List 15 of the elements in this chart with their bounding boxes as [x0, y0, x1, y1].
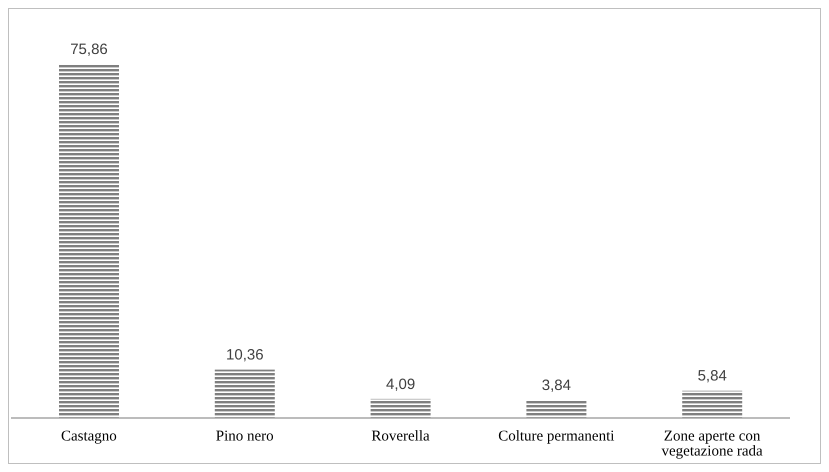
bar	[59, 64, 119, 418]
data-label: 4,09	[386, 376, 416, 393]
x-tick-label: Colture permanenti	[498, 428, 614, 445]
bar	[682, 390, 742, 418]
data-label: 75,86	[70, 41, 108, 58]
x-tick-label: Pino nero	[216, 428, 274, 445]
data-label: 5,84	[698, 368, 727, 385]
bar	[526, 400, 586, 418]
x-tick-label: Roverella	[371, 428, 430, 445]
data-label: 3,84	[542, 377, 571, 394]
data-label: 10,36	[226, 346, 264, 364]
bar	[214, 370, 275, 418]
bar	[370, 398, 431, 418]
x-tick-label: Castagno	[60, 428, 117, 445]
x-tick-label: Zone aperte con vegetazione rada	[662, 428, 764, 460]
